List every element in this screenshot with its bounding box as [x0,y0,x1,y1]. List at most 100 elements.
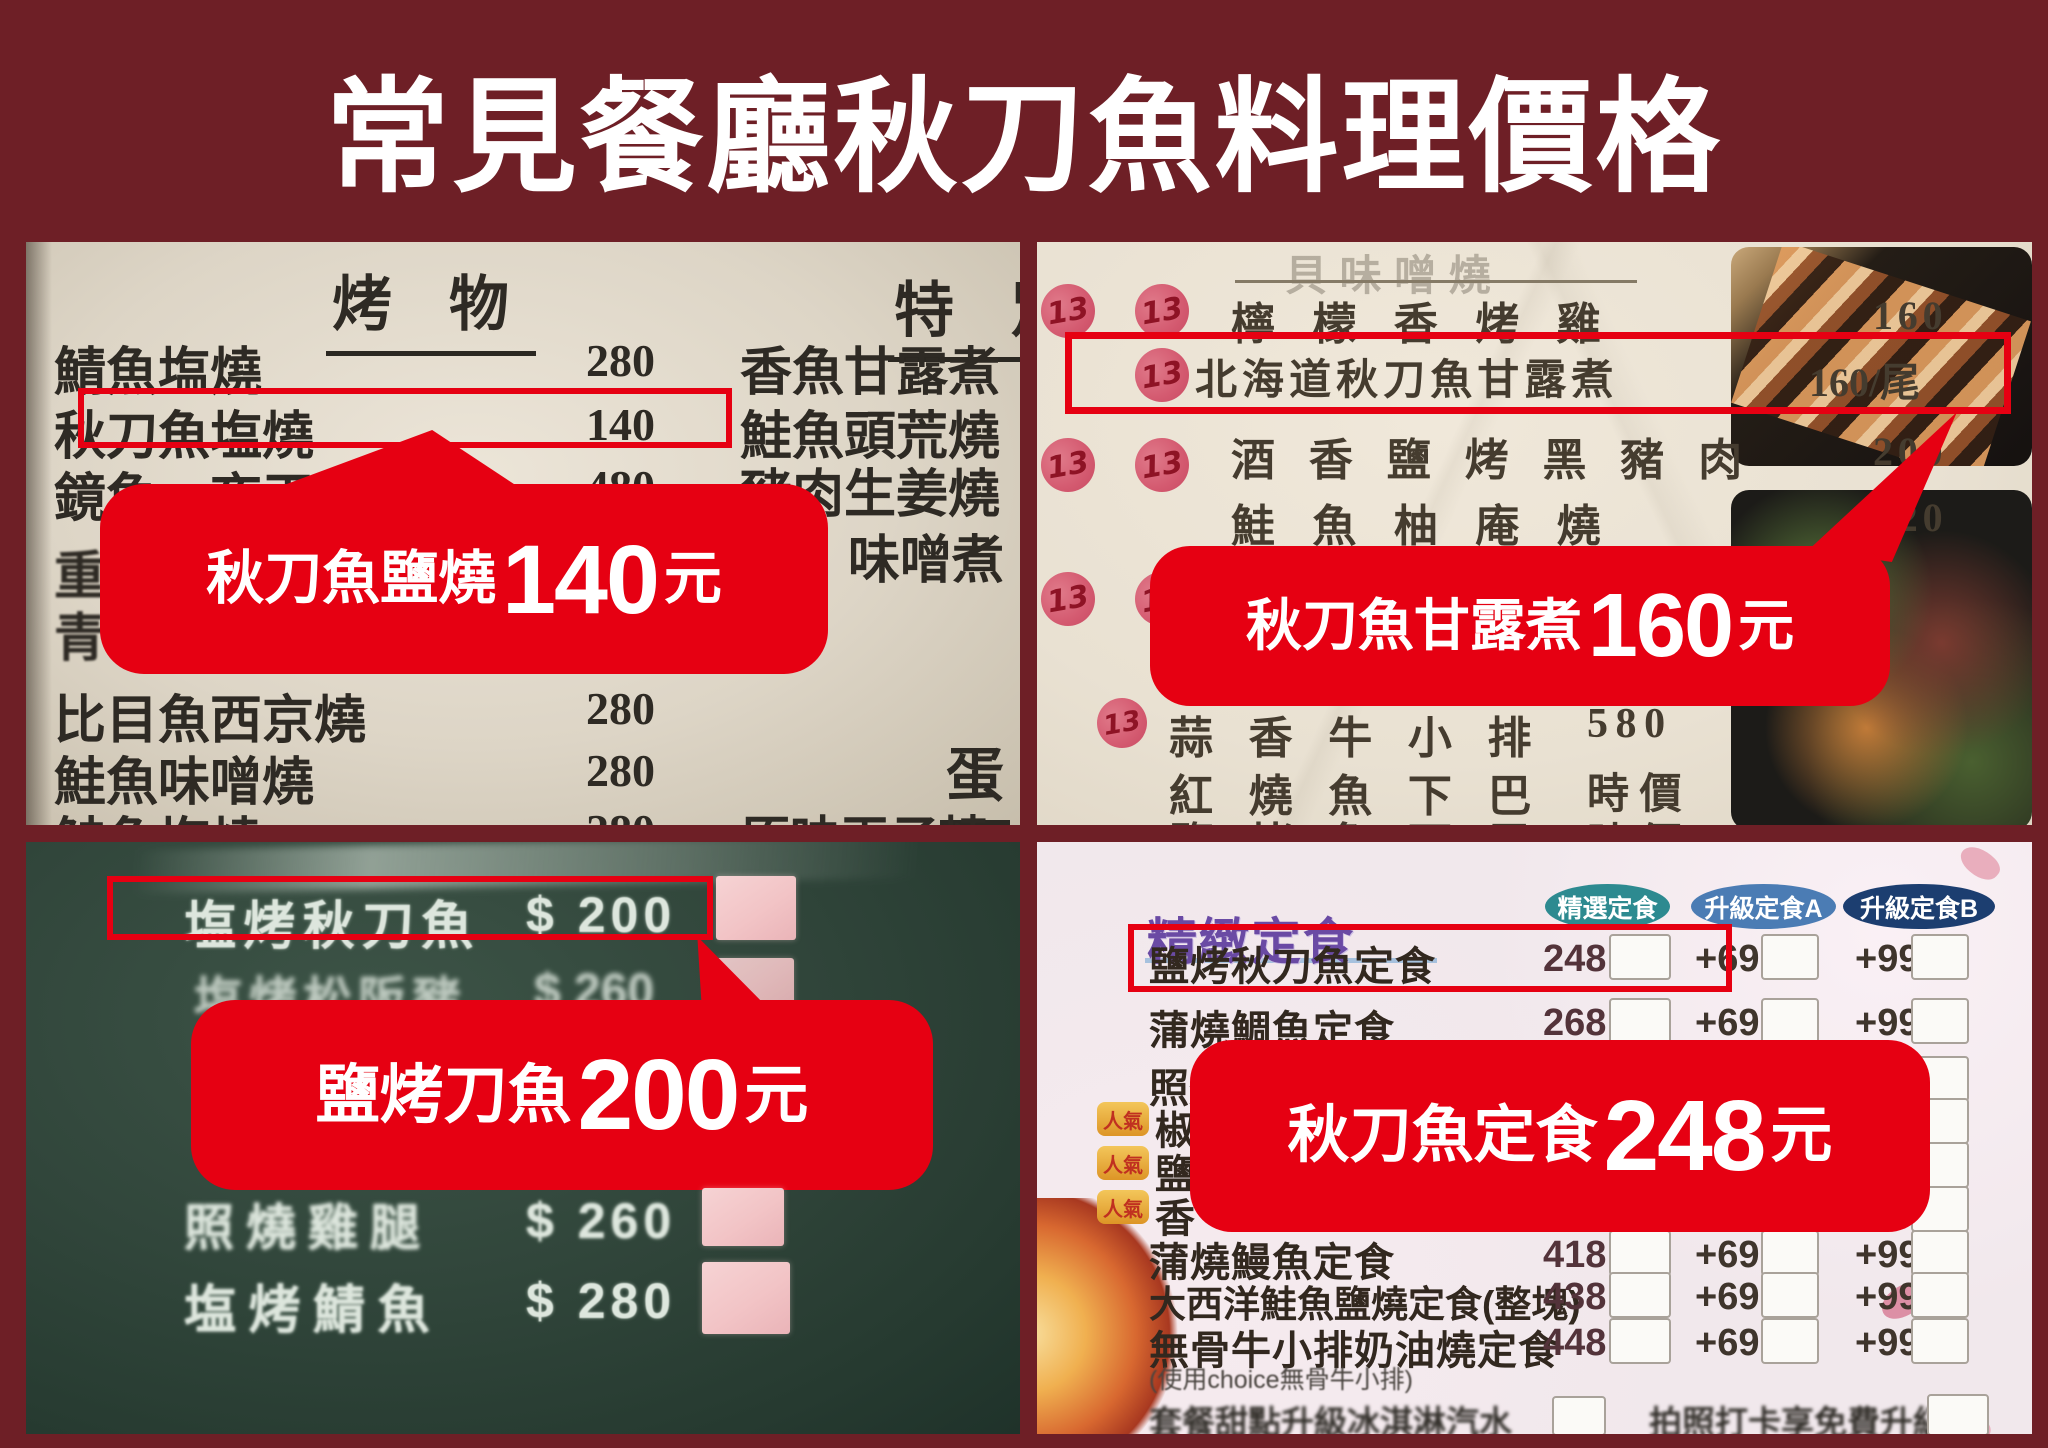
menu-item-price: 160 [1873,293,1948,338]
price-tag [702,1262,790,1334]
set-meal-name-fragment: 椒 [1155,1109,1195,1153]
faint-menu-row: 貝味噌燒 [1285,254,1504,300]
order-checkbox [1609,934,1671,980]
stamp-13: 13 [1037,433,1100,497]
callout-unit: 元 [1770,1101,1833,1170]
popular-badge: 人氣 [1097,1102,1149,1136]
decorative-food-corner [1037,1198,1187,1434]
callout-saury-set: 秋刀魚定食 248 元 [1190,1040,1930,1232]
order-checkbox [1761,1230,1819,1276]
callout-price: 160 [1587,576,1734,676]
order-checkbox [1609,998,1671,1044]
callout-price: 248 [1603,1080,1767,1192]
set-meal-name-fragment: 鹽 [1155,1153,1195,1197]
menu-item-price: 580 [1587,701,1673,747]
order-checkbox [1911,998,1969,1044]
callout-label: 秋刀魚鹽燒 [206,546,497,611]
callout-price: 200 [577,1039,741,1151]
stamp-13: 13 [1130,433,1194,497]
menu-item-name: 塩烤鯖魚 [184,1282,442,1340]
upgrade-b-price: +99 [1855,1276,1920,1318]
menu-item-name-highlighted: 秋刀魚塩燒 [54,409,315,466]
menu-item-name-highlighted: 北海道秋刀魚甘露煮 [1195,358,1619,404]
popular-badge: 人氣 [1097,1146,1149,1180]
menu-item-name: 鮭 魚 柚 庵 燒 [1231,502,1614,551]
menu-item-name: 比目魚西京燒 [54,693,367,750]
set-meal-note: (使用choice無骨牛小排) [1149,1366,1413,1394]
set-meal-name: 無骨牛小排奶油燒定食 [1149,1329,1559,1373]
menu-item-price-highlighted: 140 [586,399,655,450]
menu-item-name: 酒 香 鹽 烤 黑 豬 肉 [1231,436,1754,485]
order-checkbox [1911,1272,1969,1318]
upgrade-a-price: +69 [1695,1002,1760,1044]
menu-item-price-highlighted: $ 200 [526,887,677,943]
panel-menu-grill: 烤 物 特 別 鯖魚塩燒 280 秋刀魚塩燒 140 鏡魚一夜干 480 重 青… [26,242,1020,825]
menu-item-name-highlighted: 塩烤秋刀魚 [184,898,481,956]
food-photo-grilled-pork [1731,247,2032,466]
callout-price: 140 [502,524,660,634]
stamp-13: 13 [1093,694,1151,752]
menu-item-name: 紅 燒 魚 下 巴 [1169,772,1544,821]
upgrade-a-price: +69 [1695,1322,1760,1364]
upgrade-b-price: +99 [1855,1234,1920,1276]
callout-saury-shioyaki: 秋刀魚鹽燒 140 元 [100,484,828,674]
order-checkbox [1761,1318,1819,1364]
order-checkbox [1927,1394,1989,1434]
highlight-box-salt-grilled-saury [107,876,713,940]
order-checkbox [1911,934,1969,980]
section-header-grill: 烤 物 [326,256,536,356]
menu-item-price-clipped: 時 價 [1587,810,1682,825]
set-meal-name-highlighted: 鹽烤秋刀魚定食 [1149,945,1436,989]
sakura-petal [1955,842,2005,887]
set-meal-name: 蒲燒鰻魚定食 [1149,1241,1395,1285]
order-checkbox [1761,1272,1819,1318]
upgrade-b-price: +99 [1855,938,1920,980]
menu-item-name-clipped: 鹽 烤 魚 下 巴 [1169,808,1544,825]
set-meal-price: 448 [1543,1322,1607,1364]
price-tag [716,876,796,940]
section-header-special: 特 別 [888,262,1020,362]
upgrade-b-price: +99 [1855,1322,1920,1364]
callout-salt-grilled-saury: 鹽烤刀魚 200 元 [191,1000,933,1190]
menu-item-price: 280 [586,683,655,734]
badge-upgrade-a: 升級定食A [1691,884,1836,929]
menu-item-name: 檸 檬 香 烤 雞 [1231,300,1614,349]
menu-item-name: 鮭魚頭荒燒 [740,409,1001,466]
page-title: 常見餐廳秋刀魚料理價格 [325,69,1723,207]
menu-item-price-highlighted: 160/尾 [1809,360,1921,405]
callout-unit: 元 [663,546,722,611]
highlight-box-saury-set [1128,924,1732,992]
popular-badge: 人氣 [1097,1190,1149,1224]
set-meal-header: 精緻定食 [1147,914,1355,970]
menu-item-price-clipped: 280 [586,804,655,825]
upgrade-a-price: +69 [1695,1234,1760,1276]
badge-standard-set: 精選定食 [1545,884,1670,929]
order-checkbox [1761,998,1819,1044]
callout-unit: 元 [1738,594,1795,657]
callout-unit: 元 [744,1059,809,1131]
section-header-egg: 蛋 [940,728,1011,825]
footer-promo-right: 拍照打卡享免費升級 [1649,1404,1946,1434]
callout-saury-kanroni: 秋刀魚甘露煮 160 元 [1150,546,1890,706]
order-checkbox [1911,1318,1969,1364]
menu-item-name-clipped: 原味玉子燒 [740,800,990,825]
set-meal-price: 438 [1543,1276,1607,1318]
set-meal-price: 248 [1543,938,1607,980]
highlight-box-saury-kanroni [1065,332,2011,414]
menu-item-price: 280 [586,745,655,796]
panel-menu-set-meals: 精緻定食 精選定食 升級定食A 升級定食B 鹽烤秋刀魚定食 248 +69 +9… [1037,842,2032,1434]
menu-item-name: 照燒雞腿 [184,1200,432,1256]
panel-menu-izakaya: 貝味噌燒 430 13 13 13 13 13 13 13 13 檸 檬 香 烤… [1037,242,2032,825]
menu-item-name-clipped: 鮭魚塩燒 [54,800,262,825]
order-checkbox [1552,1396,1606,1434]
order-checkbox [1761,934,1819,980]
set-meal-name-fragment: 香 [1155,1197,1195,1241]
set-meal-price: 268 [1543,1002,1607,1044]
badge-upgrade-b: 升級定食B [1843,884,1995,929]
stamp-13: 13 [1037,567,1100,631]
covered-row-fragment: 青 [54,611,102,668]
highlight-box-saury-shioyaki [78,388,732,448]
upgrade-a-price: +69 [1695,1276,1760,1318]
callout-label: 秋刀魚定食 [1287,1101,1598,1170]
menu-item-name: 鮭魚味噌燒 [54,755,315,812]
